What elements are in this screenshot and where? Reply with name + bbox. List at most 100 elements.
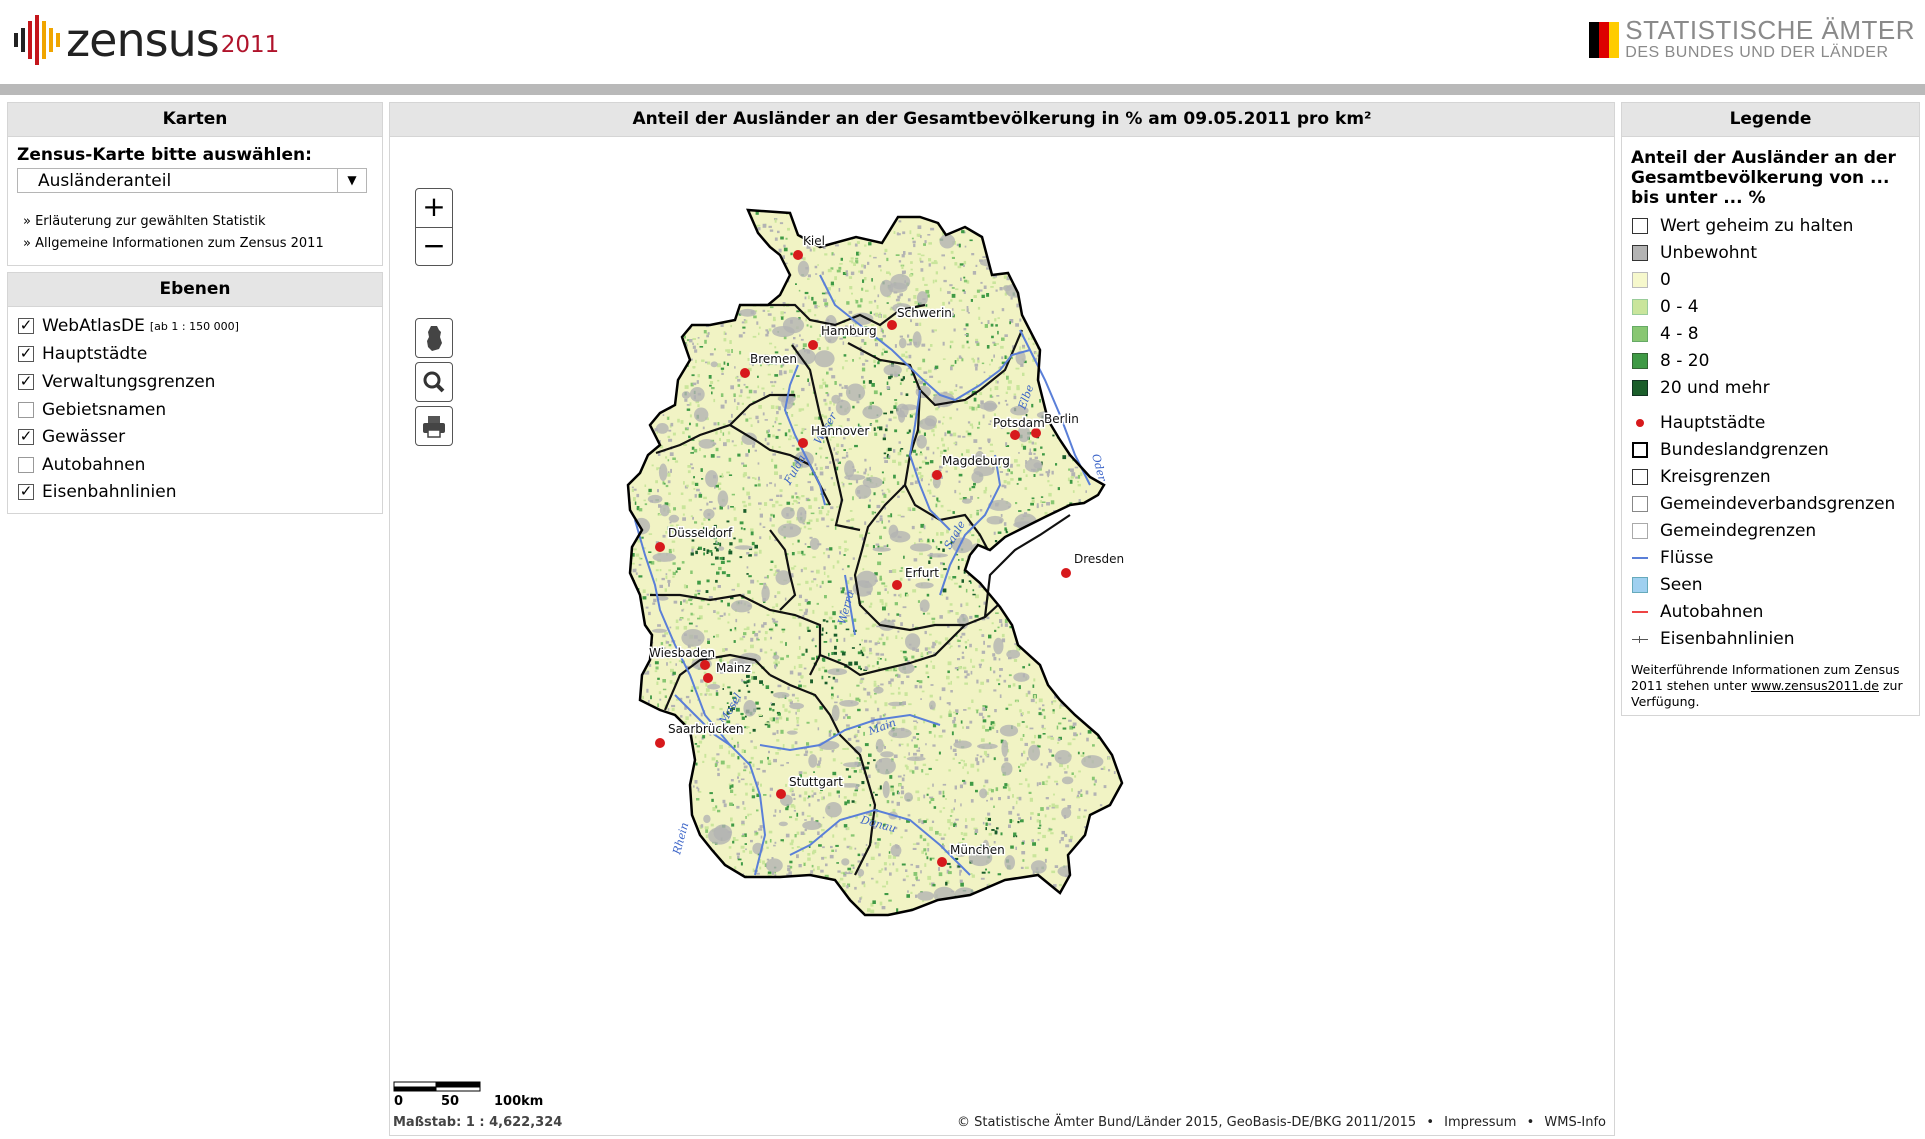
grid-cell [1113,580,1118,583]
grid-cell [1085,790,1089,795]
grid-cell [920,907,924,910]
layer-autobahnen[interactable]: Autobahnen [18,454,145,476]
map-select-dropdown[interactable]: Ausländeranteil ▼ [17,168,367,193]
checkbox-checked-icon[interactable]: ✓ [18,316,34,334]
grid-cell [1112,682,1115,685]
link-allgemeine-info[interactable]: » Allgemeine Informationen zum Zensus 20… [23,236,324,251]
grid-cell [798,664,803,668]
grid-cell [639,771,641,775]
checkbox-checked-icon[interactable]: ✓ [18,482,34,500]
grid-cell [962,289,965,292]
grid-cell [868,774,871,778]
grid-cell [785,900,788,904]
grid-cell [1080,793,1083,797]
grid-cell [648,279,652,283]
grid-cell [710,454,715,458]
grid-cell [1094,259,1097,263]
grid-cell [1105,857,1109,861]
grid-cell [898,260,902,263]
chevron-down-icon[interactable]: ▼ [337,169,366,192]
grid-cell [975,648,978,652]
grid-cell [790,567,795,570]
grid-cell [929,555,933,559]
grid-cell [1018,765,1020,769]
grid-cell [774,471,778,475]
layer-verwaltungsgrenzen[interactable]: ✓ Verwaltungsgrenzen [18,372,216,392]
grid-cell [969,781,974,786]
grid-cell [722,648,725,652]
grid-cell [783,244,786,248]
grid-cell [728,420,732,423]
grid-cell [1097,338,1100,342]
grid-cell [785,833,790,838]
checkbox-checked-icon[interactable]: ✓ [18,427,34,445]
checkbox-checked-icon[interactable]: ✓ [18,344,34,362]
grid-cell [659,259,663,262]
link-erlaeuterung[interactable]: » Erläuterung zur gewählten Statistik [23,214,266,229]
checkbox-unchecked-icon[interactable] [18,457,34,473]
checkbox-checked-icon[interactable]: ✓ [18,372,34,390]
statistische-aemter-logo[interactable]: STATISTISCHE ÄMTER DES BUNDES UND DER LÄ… [1589,16,1915,62]
grid-cell [1116,672,1120,676]
grid-cell [942,795,945,798]
grid-cell [776,730,779,734]
grid-cell [831,428,834,432]
grid-cell [724,234,728,237]
grid-cell [1045,471,1049,474]
grid-cell [1036,782,1039,787]
grid-cell [1034,635,1036,639]
grid-cell [631,788,634,791]
grid-cell [1118,452,1121,455]
grid-cell [1120,799,1122,802]
layer-eisenbahnlinien[interactable]: ✓ Eisenbahnlinien [18,482,177,502]
layer-gewaesser[interactable]: ✓ Gewässer [18,427,126,447]
search-button[interactable] [415,362,453,402]
grid-cell [720,404,725,409]
grid-cell [790,804,795,808]
grid-cell [881,582,886,585]
grid-cell [901,270,906,275]
layer-webatlasde[interactable]: ✓ WebAtlasDE [ab 1 : 150 000] [18,316,239,336]
grid-cell [843,796,847,799]
grid-cell [1118,589,1121,593]
checkbox-unchecked-icon[interactable] [18,402,34,418]
grid-cell [711,757,716,761]
grid-cell [1036,618,1038,621]
grid-cell [824,305,828,308]
grid-cell [949,865,952,869]
grid-cell [1116,476,1119,479]
grid-cell [794,492,798,495]
grid-cell [950,690,953,693]
zensus-logo[interactable]: zensus 2011 [14,12,279,68]
germany-map[interactable]: ElbeWeserOderRheinMainDonauMoselSaaleWer… [620,155,1220,1075]
grid-cell [742,500,746,504]
grid-cell [1102,377,1106,381]
zoom-in-button[interactable]: + [416,189,452,228]
full-extent-button[interactable] [415,318,453,358]
ebenen-title: Ebenen [8,273,382,307]
grid-cell [1025,778,1028,782]
grid-cell [628,818,629,821]
grid-cell [774,620,779,623]
grid-cell [1052,666,1055,669]
grid-cell [774,420,777,424]
grid-cell [721,368,724,373]
grid-cell [953,807,955,811]
layer-hauptstaedte[interactable]: ✓ Hauptstädte [18,344,148,364]
grid-cell [1119,235,1121,237]
grid-cell [1013,537,1017,542]
grid-cell [736,852,740,856]
grid-cell [749,783,753,786]
grid-cell [998,658,1001,661]
grid-cell [717,809,721,813]
grid-cell [992,233,995,237]
grid-cell [779,222,784,225]
grid-cell [1064,401,1067,406]
grid-cell [723,293,726,297]
layer-gebietsnamen[interactable]: Gebietsnamen [18,399,166,421]
print-button[interactable] [415,406,453,446]
grid-cell [1017,821,1020,824]
grid-cell [1046,609,1050,612]
grid-cell [882,481,885,484]
zoom-out-button[interactable]: − [422,229,446,262]
